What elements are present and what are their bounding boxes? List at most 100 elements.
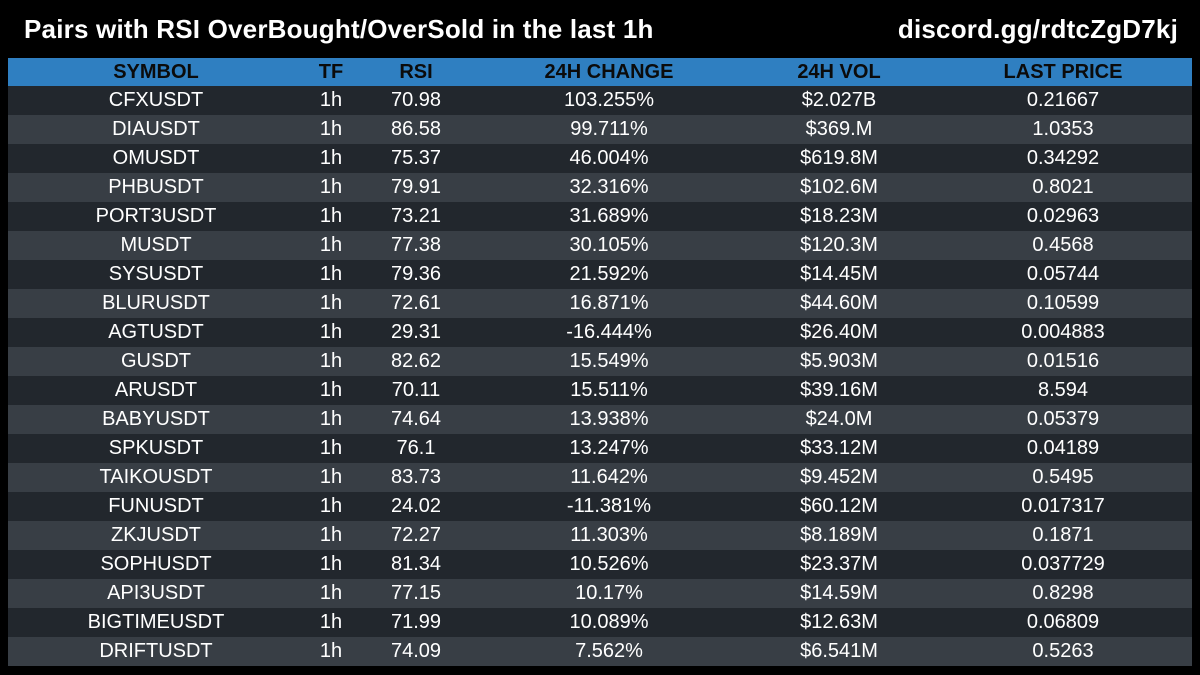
table-row: MUSDT 1h 77.38 30.105% $120.3M 0.4568 <box>8 231 1192 260</box>
cell-rsi: 24.02 <box>390 495 442 517</box>
cell-24h-vol: $24.0M <box>805 408 873 430</box>
cell-symbol: API3USDT <box>107 582 205 604</box>
cell-rsi: 79.91 <box>390 176 442 198</box>
cell-rsi: 70.11 <box>391 379 441 401</box>
table-row: SYSUSDT 1h 79.36 21.592% $14.45M 0.05744 <box>8 260 1192 289</box>
cell-rsi: 86.58 <box>390 118 442 140</box>
cell-24h-vol: $23.37M <box>800 553 878 575</box>
cell-rsi: 79.36 <box>390 263 442 285</box>
cell-rsi: 74.09 <box>390 640 442 662</box>
discord-link[interactable]: discord.gg/rdtcZgD7kj <box>897 13 1178 44</box>
cell-last-price: 0.02963 <box>1026 205 1100 227</box>
cell-symbol: SOPHUSDT <box>100 553 212 575</box>
cell-24h-vol: $14.59M <box>800 582 878 604</box>
cell-tf: 1h <box>319 263 343 285</box>
cell-rsi: 81.34 <box>390 553 442 575</box>
cell-rsi: 71.99 <box>390 611 442 633</box>
cell-symbol: ZKJUSDT <box>111 524 201 546</box>
cell-symbol: FUNUSDT <box>108 495 204 517</box>
cell-24h-change: 16.871% <box>569 292 649 314</box>
cell-rsi: 75.37 <box>390 147 442 169</box>
cell-last-price: 0.34292 <box>1026 147 1100 169</box>
cell-tf: 1h <box>319 292 343 314</box>
table-body: CFXUSDT 1h 70.98 103.255% $2.027B 0.21667 DIAU… <box>8 86 1192 666</box>
table-row: TAIKOUSDT 1h 83.73 11.642% $9.452M 0.5495 <box>8 463 1192 492</box>
cell-24h-vol: $102.6M <box>800 176 878 198</box>
cell-24h-vol: $14.45M <box>800 263 878 285</box>
cell-rsi: 74.64 <box>390 408 442 430</box>
cell-24h-vol: $26.40M <box>800 321 878 343</box>
cell-tf: 1h <box>319 582 343 604</box>
page-title: Pairs with RSI OverBought/OverSold in th… <box>24 13 654 44</box>
cell-symbol: GUSDT <box>121 350 191 372</box>
cell-rsi: 73.21 <box>390 205 442 227</box>
cell-24h-change: 7.562% <box>575 640 643 662</box>
column-header-symbol: SYMBOL <box>113 60 199 83</box>
cell-tf: 1h <box>319 437 343 459</box>
cell-tf: 1h <box>319 321 343 343</box>
cell-24h-change: 13.247% <box>569 437 649 459</box>
cell-24h-change: -16.444% <box>566 321 652 343</box>
top-bar: Pairs with RSI OverBought/OverSold in th… <box>0 0 1200 58</box>
table-row: API3USDT 1h 77.15 10.17% $14.59M 0.8298 <box>8 579 1192 608</box>
table-row: DRIFTUSDT 1h 74.09 7.562% $6.541M 0.5263 <box>8 637 1192 666</box>
cell-symbol: PORT3USDT <box>95 205 217 227</box>
cell-symbol: AGTUSDT <box>108 321 204 343</box>
cell-last-price: 0.05379 <box>1026 408 1100 430</box>
table-row: BIGTIMEUSDT 1h 71.99 10.089% $12.63M 0.06809 <box>8 608 1192 637</box>
table-row: SOPHUSDT 1h 81.34 10.526% $23.37M 0.037729 <box>8 550 1192 579</box>
table-row: BLURUSDT 1h 72.61 16.871% $44.60M 0.10599 <box>8 289 1192 318</box>
cell-tf: 1h <box>319 350 343 372</box>
cell-symbol: TAIKOUSDT <box>99 466 213 488</box>
cell-tf: 1h <box>319 205 343 227</box>
cell-last-price: 0.10599 <box>1026 292 1100 314</box>
table-row: ARUSDT 1h 70.11 15.511% $39.16M 8.594 <box>8 376 1192 405</box>
table-row: AGTUSDT 1h 29.31 -16.444% $26.40M 0.004883 <box>8 318 1192 347</box>
column-header-24h-vol: 24H VOL <box>797 60 881 83</box>
cell-symbol: BABYUSDT <box>102 408 210 430</box>
cell-24h-vol: $2.027B <box>801 89 877 111</box>
table-row: PHBUSDT 1h 79.91 32.316% $102.6M 0.8021 <box>8 173 1192 202</box>
cell-symbol: BIGTIMEUSDT <box>87 611 225 633</box>
cell-last-price: 0.21667 <box>1026 89 1100 111</box>
cell-24h-change: 10.17% <box>575 582 643 604</box>
cell-last-price: 0.05744 <box>1026 263 1100 285</box>
cell-24h-vol: $619.8M <box>800 147 878 169</box>
cell-rsi: 76.1 <box>396 437 436 459</box>
cell-last-price: 0.04189 <box>1026 437 1100 459</box>
cell-last-price: 0.06809 <box>1026 611 1100 633</box>
cell-symbol: PHBUSDT <box>108 176 204 198</box>
cell-24h-change: -11.381% <box>566 495 652 517</box>
cell-rsi: 83.73 <box>390 466 442 488</box>
cell-24h-change: 103.255% <box>563 89 655 111</box>
cell-24h-vol: $8.189M <box>800 524 878 546</box>
cell-symbol: BLURUSDT <box>102 292 210 314</box>
cell-last-price: 0.017317 <box>1021 495 1105 517</box>
cell-rsi: 77.38 <box>390 234 442 256</box>
table-row: DIAUSDT 1h 86.58 99.711% $369.M 1.0353 <box>8 115 1192 144</box>
cell-24h-vol: $44.60M <box>800 292 878 314</box>
column-header-tf: TF <box>318 60 344 83</box>
cell-rsi: 72.27 <box>390 524 442 546</box>
cell-last-price: 8.594 <box>1037 379 1089 401</box>
cell-symbol: DRIFTUSDT <box>99 640 213 662</box>
cell-24h-change: 15.549% <box>569 350 649 372</box>
cell-tf: 1h <box>319 118 343 140</box>
cell-24h-vol: $9.452M <box>800 466 878 488</box>
rsi-table: SYMBOL TF RSI 24H CHANGE 24H VOL LAST PR… <box>8 58 1192 666</box>
cell-rsi: 72.61 <box>390 292 442 314</box>
column-header-last-price: LAST PRICE <box>1003 60 1123 83</box>
cell-24h-vol: $369.M <box>805 118 873 140</box>
cell-symbol: CFXUSDT <box>108 89 204 111</box>
cell-24h-change: 30.105% <box>569 234 649 256</box>
cell-last-price: 0.5263 <box>1032 640 1094 662</box>
cell-last-price: 0.1871 <box>1032 524 1094 546</box>
cell-tf: 1h <box>319 89 343 111</box>
cell-last-price: 0.4568 <box>1032 234 1094 256</box>
cell-symbol: MUSDT <box>120 234 192 256</box>
cell-24h-change: 99.711% <box>570 118 648 140</box>
cell-last-price: 0.5495 <box>1032 466 1094 488</box>
cell-24h-change: 10.089% <box>569 611 649 633</box>
table-row: SPKUSDT 1h 76.1 13.247% $33.12M 0.04189 <box>8 434 1192 463</box>
table-row: GUSDT 1h 82.62 15.549% $5.903M 0.01516 <box>8 347 1192 376</box>
